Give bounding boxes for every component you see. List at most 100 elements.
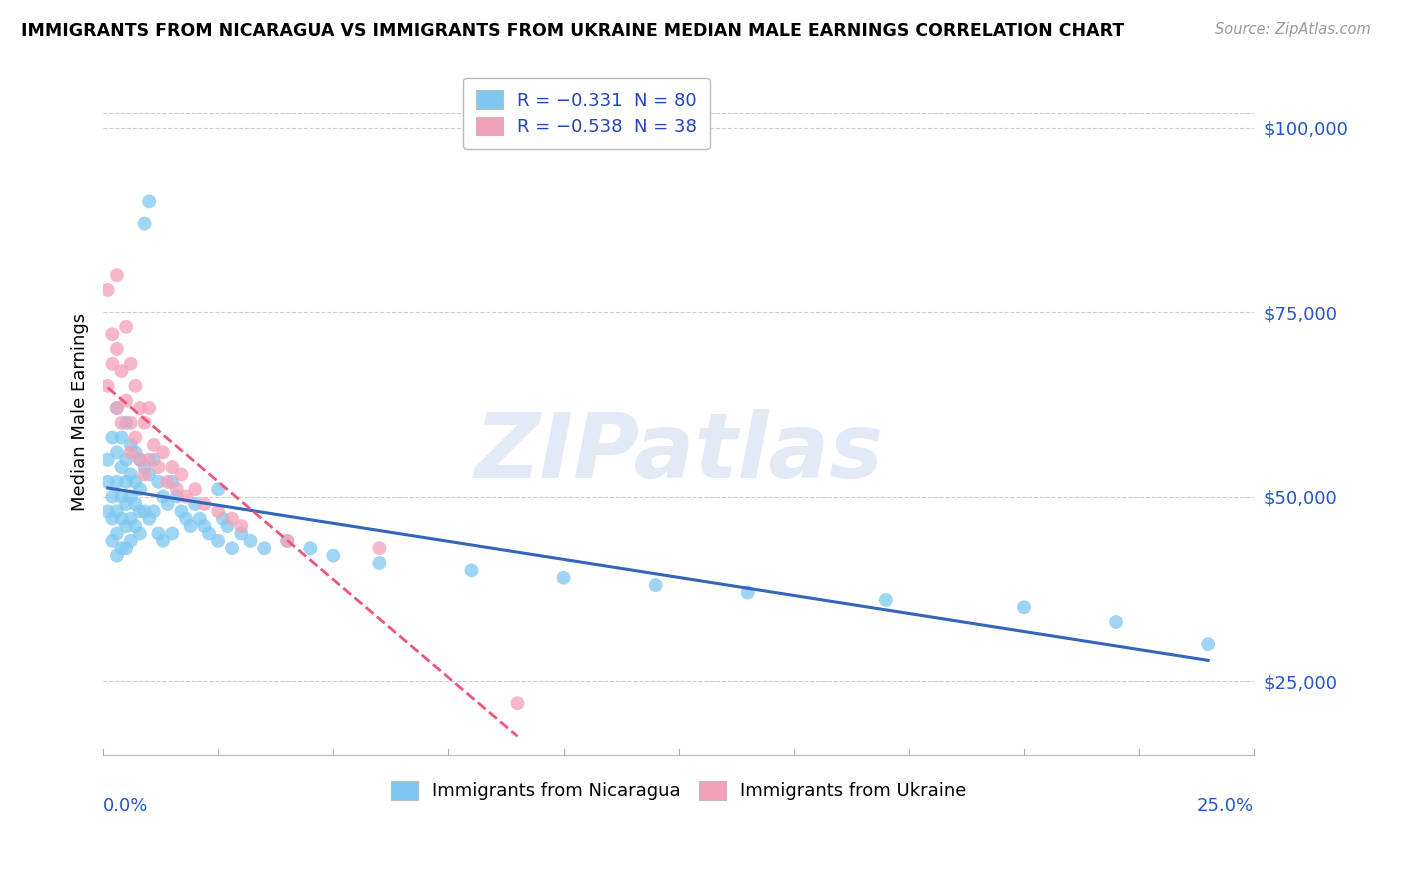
- Point: [110, 416, 132, 430]
- Point: [207, 533, 229, 548]
- Point: [115, 519, 138, 533]
- Point: [129, 526, 152, 541]
- Point: [188, 512, 211, 526]
- Point: [134, 504, 156, 518]
- Point: [115, 393, 138, 408]
- Point: [221, 512, 243, 526]
- Point: [184, 497, 207, 511]
- Point: [101, 357, 124, 371]
- Point: [115, 416, 138, 430]
- Point: [110, 431, 132, 445]
- Point: [110, 364, 132, 378]
- Point: [156, 497, 179, 511]
- Point: [110, 512, 132, 526]
- Point: [142, 438, 165, 452]
- Point: [1105, 615, 1128, 629]
- Point: [129, 401, 152, 415]
- Point: [120, 490, 142, 504]
- Point: [276, 533, 298, 548]
- Point: [115, 452, 138, 467]
- Point: [124, 445, 146, 459]
- Point: [124, 379, 146, 393]
- Point: [207, 482, 229, 496]
- Point: [138, 194, 160, 209]
- Point: [207, 504, 229, 518]
- Point: [368, 556, 391, 570]
- Point: [170, 504, 193, 518]
- Point: [174, 490, 197, 504]
- Point: [322, 549, 344, 563]
- Point: [138, 512, 160, 526]
- Point: [644, 578, 666, 592]
- Point: [105, 401, 128, 415]
- Point: [134, 460, 156, 475]
- Point: [101, 512, 124, 526]
- Point: [184, 482, 207, 496]
- Point: [129, 452, 152, 467]
- Point: [129, 452, 152, 467]
- Point: [101, 533, 124, 548]
- Point: [506, 696, 529, 710]
- Point: [110, 460, 132, 475]
- Point: [166, 482, 188, 496]
- Point: [138, 452, 160, 467]
- Point: [138, 467, 160, 482]
- Point: [120, 445, 142, 459]
- Text: ZIPatlas: ZIPatlas: [474, 409, 883, 497]
- Point: [368, 541, 391, 556]
- Point: [124, 519, 146, 533]
- Point: [875, 593, 897, 607]
- Point: [142, 452, 165, 467]
- Point: [105, 549, 128, 563]
- Point: [231, 519, 253, 533]
- Point: [170, 467, 193, 482]
- Point: [97, 283, 120, 297]
- Point: [105, 445, 128, 459]
- Point: [110, 541, 132, 556]
- Point: [142, 504, 165, 518]
- Point: [97, 452, 120, 467]
- Point: [129, 504, 152, 518]
- Point: [105, 268, 128, 282]
- Point: [193, 519, 215, 533]
- Point: [174, 512, 197, 526]
- Point: [129, 482, 152, 496]
- Point: [553, 571, 575, 585]
- Point: [211, 512, 233, 526]
- Text: 0.0%: 0.0%: [103, 797, 149, 814]
- Point: [231, 526, 253, 541]
- Y-axis label: Median Male Earnings: Median Male Earnings: [72, 312, 89, 511]
- Point: [124, 475, 146, 489]
- Point: [134, 467, 156, 482]
- Point: [110, 490, 132, 504]
- Point: [105, 526, 128, 541]
- Point: [120, 467, 142, 482]
- Text: IMMIGRANTS FROM NICARAGUA VS IMMIGRANTS FROM UKRAINE MEDIAN MALE EARNINGS CORREL: IMMIGRANTS FROM NICARAGUA VS IMMIGRANTS …: [21, 22, 1125, 40]
- Point: [124, 431, 146, 445]
- Point: [253, 541, 276, 556]
- Point: [737, 585, 759, 599]
- Point: [97, 504, 120, 518]
- Point: [101, 490, 124, 504]
- Point: [101, 327, 124, 342]
- Point: [193, 497, 215, 511]
- Point: [152, 445, 174, 459]
- Point: [105, 475, 128, 489]
- Point: [120, 416, 142, 430]
- Point: [105, 401, 128, 415]
- Point: [105, 504, 128, 518]
- Legend: Immigrants from Nicaragua, Immigrants from Ukraine: Immigrants from Nicaragua, Immigrants fr…: [384, 774, 974, 807]
- Point: [276, 533, 298, 548]
- Point: [152, 533, 174, 548]
- Point: [160, 526, 183, 541]
- Point: [217, 519, 239, 533]
- Point: [1012, 600, 1035, 615]
- Point: [1197, 637, 1219, 651]
- Point: [120, 533, 142, 548]
- Point: [115, 475, 138, 489]
- Point: [160, 475, 183, 489]
- Point: [180, 519, 202, 533]
- Point: [97, 379, 120, 393]
- Point: [134, 416, 156, 430]
- Point: [148, 460, 170, 475]
